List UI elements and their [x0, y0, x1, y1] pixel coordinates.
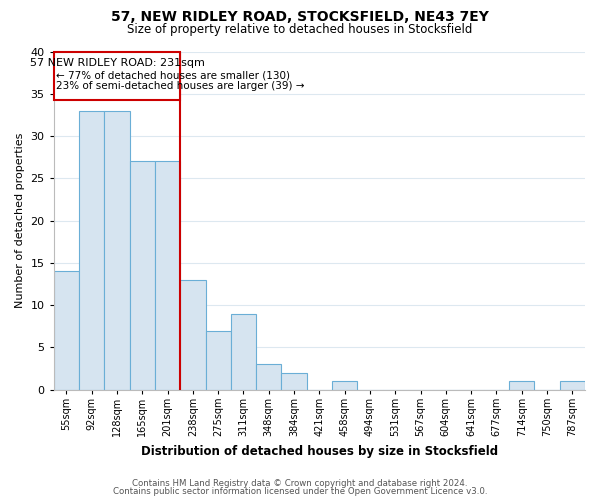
Bar	[509, 382, 535, 390]
Bar	[281, 373, 307, 390]
Bar	[256, 364, 281, 390]
Bar	[206, 330, 231, 390]
Y-axis label: Number of detached properties: Number of detached properties	[15, 133, 25, 308]
Bar	[79, 110, 104, 390]
Bar	[155, 162, 180, 390]
Bar	[54, 272, 79, 390]
Text: 57, NEW RIDLEY ROAD, STOCKSFIELD, NE43 7EY: 57, NEW RIDLEY ROAD, STOCKSFIELD, NE43 7…	[111, 10, 489, 24]
Text: Contains public sector information licensed under the Open Government Licence v3: Contains public sector information licen…	[113, 487, 487, 496]
Bar	[54, 52, 180, 100]
Bar	[180, 280, 206, 390]
Bar	[231, 314, 256, 390]
Text: Contains HM Land Registry data © Crown copyright and database right 2024.: Contains HM Land Registry data © Crown c…	[132, 478, 468, 488]
Bar	[332, 382, 358, 390]
Text: 23% of semi-detached houses are larger (39) →: 23% of semi-detached houses are larger (…	[56, 81, 305, 91]
Text: Size of property relative to detached houses in Stocksfield: Size of property relative to detached ho…	[127, 22, 473, 36]
Bar	[560, 382, 585, 390]
Bar	[104, 110, 130, 390]
X-axis label: Distribution of detached houses by size in Stocksfield: Distribution of detached houses by size …	[141, 444, 498, 458]
Text: ← 77% of detached houses are smaller (130): ← 77% of detached houses are smaller (13…	[56, 70, 290, 80]
Text: 57 NEW RIDLEY ROAD: 231sqm: 57 NEW RIDLEY ROAD: 231sqm	[29, 58, 205, 68]
Bar	[130, 162, 155, 390]
